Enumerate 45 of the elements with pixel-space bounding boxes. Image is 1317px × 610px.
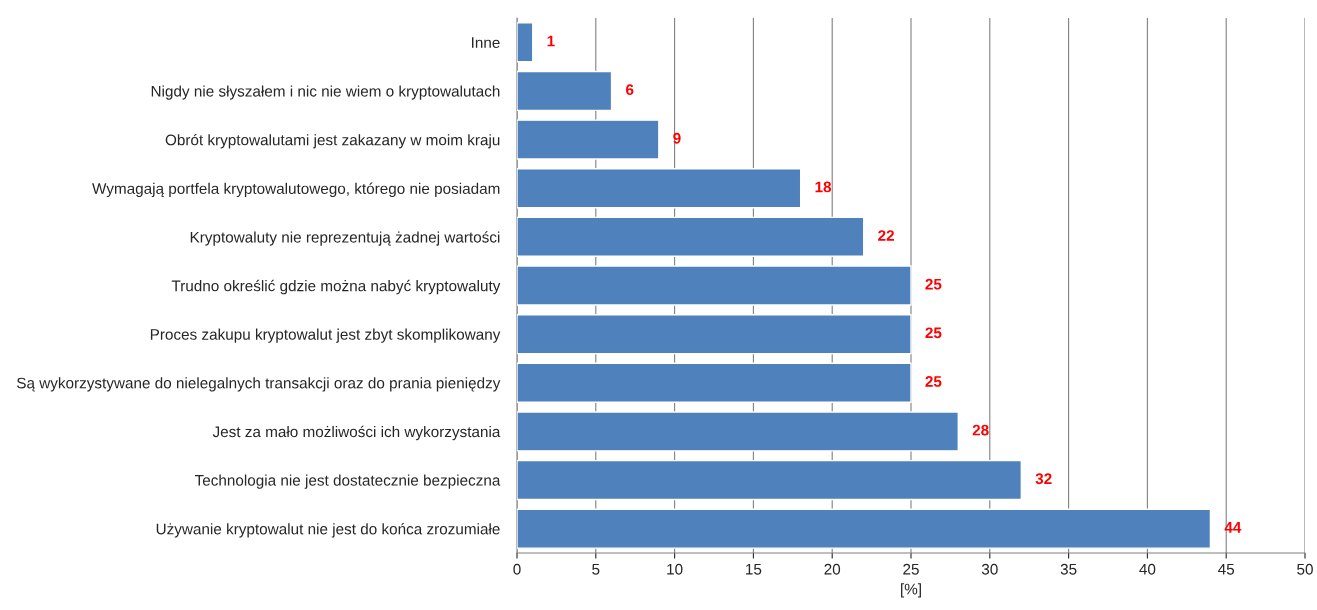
x-tick-label: 35 bbox=[1060, 563, 1077, 575]
data-label: 22 bbox=[878, 230, 894, 241]
data-label: 25 bbox=[925, 327, 942, 339]
bar bbox=[517, 265, 912, 306]
x-tick-label: 25 bbox=[903, 563, 919, 575]
x-tick-label: 50 bbox=[1297, 563, 1313, 575]
y-tick-label: Kryptowaluty nie reprezentują żadnej wartości bbox=[190, 231, 500, 246]
data-label: 9 bbox=[673, 132, 681, 144]
bar bbox=[517, 459, 1023, 501]
y-tick-label: Są wykorzystywane do nielegalnych transakcji oraz do prania pieniędzy bbox=[17, 377, 501, 392]
y-tick-label: Wymagają portfela kryptowalutowego, którego nie posiadam bbox=[92, 182, 500, 198]
x-tick-label: 40 bbox=[1139, 563, 1156, 575]
x-tick-label: 10 bbox=[667, 563, 683, 575]
y-tick-label: Trudno określić gdzie można nabyć kryptowaluty bbox=[171, 279, 501, 295]
data-label: 18 bbox=[815, 181, 832, 193]
y-tick-label: Nigdy nie słyszałem i nic nie wiem o kryptowalutach bbox=[151, 85, 500, 100]
x-axis-title: [%] bbox=[901, 583, 921, 598]
x-tick-label: 0 bbox=[513, 563, 521, 575]
x-tick-label: 20 bbox=[824, 563, 841, 575]
data-label: 25 bbox=[925, 376, 942, 387]
x-tick-label: 30 bbox=[981, 563, 998, 575]
data-label: 25 bbox=[925, 278, 942, 290]
y-tick-label: Używanie kryptowalut nie jest do końca zrozumiałe bbox=[156, 523, 500, 538]
bar bbox=[517, 168, 802, 209]
y-tick-label: Obrót kryptowalutami jest zakazany w moim kraju bbox=[165, 133, 500, 149]
x-tick-label: 5 bbox=[592, 563, 600, 575]
data-label: 6 bbox=[626, 84, 634, 96]
data-label: 44 bbox=[1224, 522, 1242, 533]
y-tick-label: Jest za mało możliwości ich wykorzystania bbox=[212, 425, 501, 441]
bar bbox=[517, 362, 912, 403]
y-tick-label: Proces zakupu kryptowalut jest zbyt skomplikowany bbox=[150, 328, 501, 343]
bar bbox=[517, 313, 912, 355]
bar bbox=[517, 119, 660, 160]
data-label: 28 bbox=[972, 424, 989, 436]
bar bbox=[517, 411, 959, 452]
y-tick-label: Technologia nie jest dostatecznie bezpieczna bbox=[194, 474, 501, 489]
bar bbox=[517, 70, 613, 112]
bar bbox=[517, 508, 1212, 549]
x-tick-label: 45 bbox=[1218, 563, 1235, 575]
bar bbox=[517, 22, 534, 63]
data-label: 1 bbox=[547, 35, 555, 47]
data-label: 32 bbox=[1035, 473, 1052, 485]
y-tick-label: Inne bbox=[472, 37, 500, 48]
bar bbox=[517, 216, 865, 258]
x-tick-label: 15 bbox=[746, 563, 762, 575]
